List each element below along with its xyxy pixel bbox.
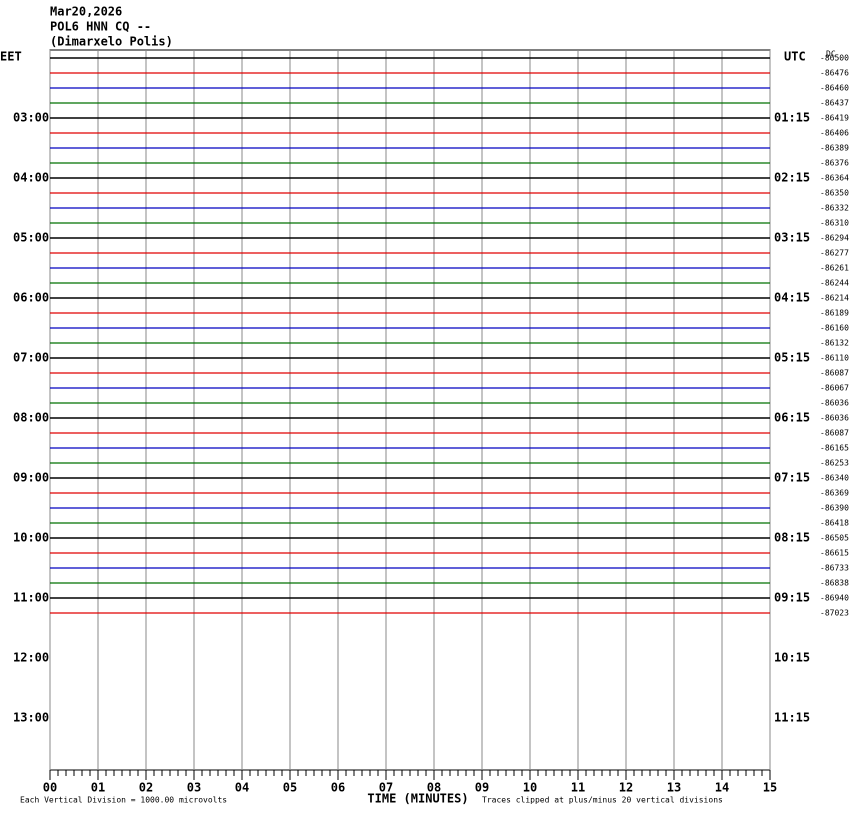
x-tick-label: 14 — [715, 781, 729, 795]
offset-label: -86244 — [820, 279, 849, 288]
offset-label: -86189 — [820, 309, 849, 318]
offset-label: -86389 — [820, 144, 849, 153]
offset-label: -86132 — [820, 339, 849, 348]
offset-label: -86364 — [820, 174, 849, 183]
x-tick-label: 09 — [475, 781, 489, 795]
offset-label: -86036 — [820, 414, 849, 423]
x-tick-label: 00 — [43, 781, 57, 795]
left-timezone: EET — [0, 50, 22, 64]
x-tick-label: 05 — [283, 781, 297, 795]
offset-label: -86087 — [820, 369, 849, 378]
x-axis-label: TIME (MINUTES) — [367, 792, 468, 806]
offset-label: -86340 — [820, 474, 849, 483]
date: Mar20,2026 — [50, 5, 122, 19]
right-time-label: 02:15 — [774, 171, 810, 185]
x-tick-label: 12 — [619, 781, 633, 795]
offset-label: -86615 — [820, 549, 849, 558]
channel: POL6 HNN CQ -- — [50, 20, 151, 34]
right-timezone: UTC — [784, 50, 806, 64]
left-time-label: 12:00 — [13, 651, 49, 665]
x-tick-label: 02 — [139, 781, 153, 795]
right-time-label: 01:15 — [774, 111, 810, 125]
x-tick-label: 06 — [331, 781, 345, 795]
right-time-label: 09:15 — [774, 591, 810, 605]
offset-label: -86277 — [820, 249, 849, 258]
offset-label: -86505 — [820, 534, 849, 543]
left-time-label: 08:00 — [13, 411, 49, 425]
offset-label: -86460 — [820, 84, 849, 93]
offset-label: -86369 — [820, 489, 849, 498]
right-time-label: 11:15 — [774, 711, 810, 725]
left-time-label: 05:00 — [13, 231, 49, 245]
clip-note: Traces clipped at plus/minus 20 vertical… — [482, 796, 723, 805]
x-tick-label: 11 — [571, 781, 585, 795]
left-time-label: 13:00 — [13, 711, 49, 725]
offset-label: -86419 — [820, 114, 849, 123]
offset-label: -86940 — [820, 594, 849, 603]
station: (Dimarxelo Polis) — [50, 35, 173, 49]
offset-label: -86310 — [820, 219, 849, 228]
offset-header: DC — [826, 50, 836, 59]
offset-label: -86214 — [820, 294, 849, 303]
offset-label: -86036 — [820, 399, 849, 408]
offset-label: -86733 — [820, 564, 849, 573]
left-time-label: 04:00 — [13, 171, 49, 185]
right-time-label: 10:15 — [774, 651, 810, 665]
x-tick-label: 13 — [667, 781, 681, 795]
x-tick-label: 10 — [523, 781, 537, 795]
left-time-label: 10:00 — [13, 531, 49, 545]
offset-label: -86476 — [820, 69, 849, 78]
left-time-label: 03:00 — [13, 111, 49, 125]
offset-label: -86406 — [820, 129, 849, 138]
offset-label: -86067 — [820, 384, 849, 393]
x-tick-label: 01 — [91, 781, 105, 795]
offset-label: -86350 — [820, 189, 849, 198]
x-tick-label: 04 — [235, 781, 249, 795]
left-time-label: 09:00 — [13, 471, 49, 485]
offset-label: -86838 — [820, 579, 849, 588]
offset-label: -86261 — [820, 264, 849, 273]
offset-label: -86437 — [820, 99, 849, 108]
offset-label: -86165 — [820, 444, 849, 453]
offset-label: -86253 — [820, 459, 849, 468]
offset-label: -86500 — [820, 54, 849, 63]
left-time-label: 07:00 — [13, 351, 49, 365]
left-time-label: 06:00 — [13, 291, 49, 305]
right-time-label: 03:15 — [774, 231, 810, 245]
offset-label: -86418 — [820, 519, 849, 528]
offset-label: -86376 — [820, 159, 849, 168]
right-time-label: 07:15 — [774, 471, 810, 485]
offset-label: -86160 — [820, 324, 849, 333]
left-time-label: 11:00 — [13, 591, 49, 605]
right-time-label: 05:15 — [774, 351, 810, 365]
x-tick-label: 07 — [379, 781, 393, 795]
scale-note: Each Vertical Division = 1000.00 microvo… — [20, 796, 227, 805]
right-time-label: 06:15 — [774, 411, 810, 425]
x-tick-label: 03 — [187, 781, 201, 795]
offset-label: -86390 — [820, 504, 849, 513]
right-time-label: 04:15 — [774, 291, 810, 305]
x-tick-label: 15 — [763, 781, 777, 795]
offset-label: -87023 — [820, 609, 849, 618]
offset-label: -86294 — [820, 234, 849, 243]
right-time-label: 08:15 — [774, 531, 810, 545]
offset-label: -86110 — [820, 354, 849, 363]
offset-label: -86332 — [820, 204, 849, 213]
offset-label: -86087 — [820, 429, 849, 438]
x-tick-label: 08 — [427, 781, 441, 795]
